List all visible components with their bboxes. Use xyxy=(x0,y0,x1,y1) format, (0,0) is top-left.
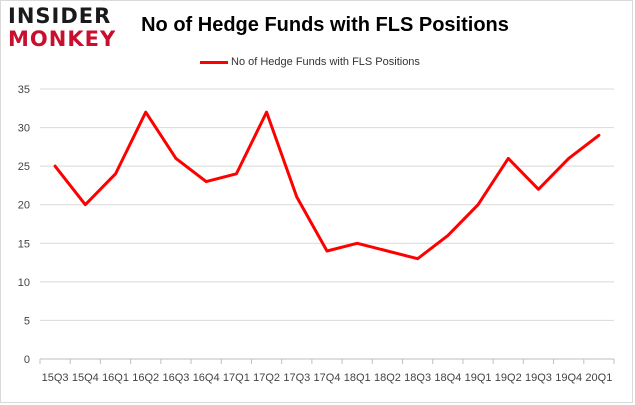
insider-monkey-logo: INSIDER MONKEY xyxy=(8,6,118,52)
x-tick-label-17Q1: 17Q1 xyxy=(223,372,250,384)
legend-label: No of Hedge Funds with FLS Positions xyxy=(231,56,420,68)
x-tick-label-18Q4: 18Q4 xyxy=(434,372,461,384)
x-tick-label-17Q4: 17Q4 xyxy=(314,372,341,384)
x-tick-label-19Q1: 19Q1 xyxy=(465,372,492,384)
x-tick-label-19Q3: 19Q3 xyxy=(525,372,552,384)
y-tick-label-5: 5 xyxy=(24,315,30,327)
logo-line-2: MONKEY xyxy=(8,27,117,51)
x-tick-label-16Q1: 16Q1 xyxy=(102,372,129,384)
y-tick-label-0: 0 xyxy=(24,354,30,366)
y-tick-label-10: 10 xyxy=(18,277,30,289)
x-tick-label-16Q4: 16Q4 xyxy=(193,372,220,384)
x-tick-label-16Q3: 16Q3 xyxy=(162,372,189,384)
series-line-0 xyxy=(53,110,601,261)
legend-line-swatch xyxy=(200,60,228,64)
x-tick-label-19Q2: 19Q2 xyxy=(495,372,522,384)
x-tick-label-18Q1: 18Q1 xyxy=(344,372,371,384)
x-tick-label-17Q2: 17Q2 xyxy=(253,372,280,384)
x-tick-label-15Q4: 15Q4 xyxy=(72,372,99,384)
x-tick-label-16Q2: 16Q2 xyxy=(132,372,159,384)
x-tick-label-19Q4: 19Q4 xyxy=(555,372,582,384)
y-tick-label-20: 20 xyxy=(18,200,30,212)
y-tick-label-30: 30 xyxy=(18,123,30,135)
x-tick-label-15Q3: 15Q3 xyxy=(42,372,69,384)
y-tick-label-35: 35 xyxy=(18,84,30,96)
y-tick-label-25: 25 xyxy=(18,161,30,173)
x-tick-label-18Q2: 18Q2 xyxy=(374,372,401,384)
x-tick-label-18Q3: 18Q3 xyxy=(404,372,431,384)
chart-legend: No of Hedge Funds with FLS Positions xyxy=(200,55,420,69)
x-tick-label-17Q3: 17Q3 xyxy=(283,372,310,384)
y-tick-label-15: 15 xyxy=(18,238,30,250)
x-tick-label-20Q1: 20Q1 xyxy=(585,372,612,384)
logo-line-1: INSIDER xyxy=(8,4,112,28)
chart-title: No of Hedge Funds with FLS Positions xyxy=(141,14,509,36)
